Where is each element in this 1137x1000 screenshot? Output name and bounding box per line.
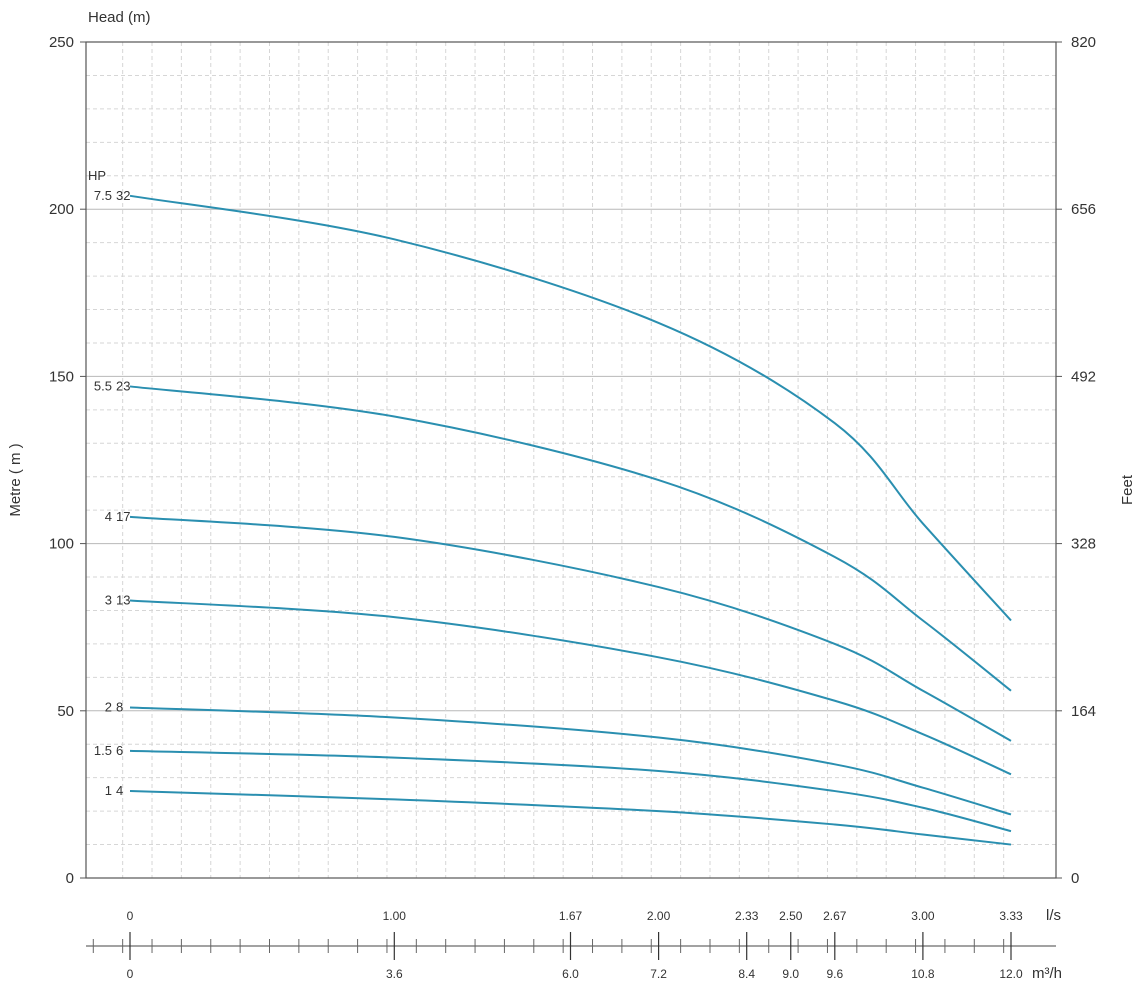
flow-scale: 0 0 3.6 1.00 6.0 1.67 7.2 2.00 8.4 2.33 9.0 2.50 9.6… [86, 909, 1056, 981]
ls-label: 2.67 [823, 909, 847, 923]
ls-label: 0 [127, 909, 134, 923]
m3h-label: 9.6 [826, 967, 843, 981]
curve-32 [129, 194, 1012, 622]
series-labels: 7.5 325.5 234 173 132 81.5 61 4 [94, 188, 131, 798]
ls-label: 2.33 [735, 909, 759, 923]
ls-label: 2.50 [779, 909, 803, 923]
y-title: Head (m) [88, 9, 151, 26]
x-units-bottom: m³/h [1032, 965, 1062, 982]
hp-label-8: 2 [105, 699, 112, 714]
y2-tick-label: 0 [1071, 870, 1079, 887]
ls-label: 2.00 [647, 909, 671, 923]
m3h-label: 9.0 [782, 967, 799, 981]
y-tick-label: 50 [57, 703, 74, 720]
stages-label-17: 17 [116, 509, 130, 524]
stages-label-13: 13 [116, 592, 130, 607]
stages-label-23: 23 [116, 378, 130, 393]
y-tick-label: 100 [49, 536, 74, 553]
y-tick-label: 200 [49, 201, 74, 218]
m3h-label: 10.8 [911, 967, 935, 981]
m3h-label: 7.2 [650, 967, 667, 981]
stages-label-6: 6 [116, 743, 123, 758]
grid [86, 42, 1056, 878]
ls-label: 1.00 [383, 909, 407, 923]
y2-axis-label: Feet [1119, 474, 1136, 505]
hp-header: HP [88, 168, 106, 183]
curve-17 [129, 515, 1012, 742]
m3h-label: 0 [127, 967, 134, 981]
m3h-label: 3.6 [386, 967, 403, 981]
y-tick-label: 250 [49, 34, 74, 51]
m3h-label: 12.0 [999, 967, 1023, 981]
hp-label-13: 3 [105, 592, 112, 607]
plot-frame [85, 41, 1057, 879]
right-axis-ticks: 0 164 328 492 656 820 [1056, 34, 1096, 887]
hp-label-17: 4 [105, 509, 112, 524]
performance-curves [129, 194, 1012, 846]
left-axis-ticks: 0 50 100 150 200 250 [49, 34, 86, 887]
curve-4 [129, 790, 1012, 846]
m3h-label: 6.0 [562, 967, 579, 981]
curve-13 [129, 599, 1012, 776]
y-tick-label: 150 [49, 368, 74, 385]
y2-tick-label: 164 [1071, 703, 1096, 720]
stages-label-4: 4 [116, 783, 123, 798]
curve-6 [129, 749, 1012, 833]
hp-label-4: 1 [105, 783, 112, 798]
hp-label-23: 5.5 [94, 378, 112, 393]
m3h-label: 8.4 [738, 967, 755, 981]
y2-tick-label: 820 [1071, 34, 1096, 51]
stages-label-32: 32 [116, 188, 130, 203]
curve-23 [129, 385, 1012, 692]
y2-tick-label: 656 [1071, 201, 1096, 218]
ls-label: 1.67 [559, 909, 583, 923]
y2-tick-label: 492 [1071, 368, 1096, 385]
y-axis-label: Metre ( m ) [7, 443, 24, 516]
hp-label-32: 7.5 [94, 188, 112, 203]
ls-label: 3.00 [911, 909, 935, 923]
x-units-top: l/s [1046, 907, 1061, 924]
y-tick-label: 0 [66, 870, 74, 887]
curve-8 [129, 706, 1012, 816]
y2-tick-label: 328 [1071, 536, 1096, 553]
hp-label-6: 1.5 [94, 743, 112, 758]
ls-label: 3.33 [999, 909, 1023, 923]
plot-border [85, 41, 1057, 879]
stages-label-8: 8 [116, 699, 123, 714]
